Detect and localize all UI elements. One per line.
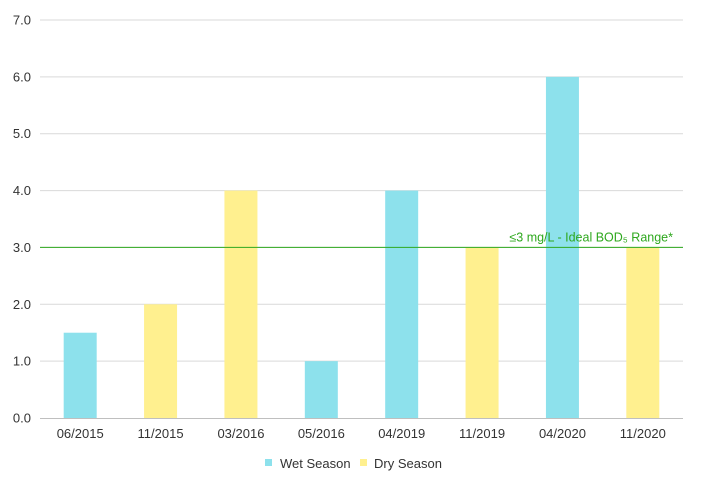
bar-11-2015	[144, 304, 178, 418]
bars	[63, 76, 660, 418]
x-tick-label: 11/2019	[459, 426, 505, 441]
legend-dry-season-label: Dry Season	[374, 456, 442, 471]
legend-wet-season-swatch	[265, 459, 272, 466]
x-tick-label: 03/2016	[217, 426, 264, 441]
legend[interactable]: Wet Season Dry Season	[265, 456, 442, 471]
y-tick-label: 3.0	[13, 240, 31, 255]
y-axis-tick-labels: 0.0 1.0 2.0 3.0 4.0 5.0 6.0 7.0	[13, 13, 31, 426]
y-tick-label: 2.0	[13, 297, 31, 312]
x-tick-label: 11/2015	[138, 426, 184, 441]
x-axis-tick-labels: 06/2015 11/2015 03/2016 05/2016 04/2019 11/20…	[57, 426, 666, 441]
y-tick-label: 6.0	[13, 69, 31, 84]
x-tick-label: 06/2015	[57, 426, 104, 441]
bar-04-2019	[385, 190, 419, 418]
y-tick-label: 7.0	[13, 13, 31, 28]
x-tick-label: 04/2019	[378, 426, 425, 441]
bar-06-2015	[63, 332, 97, 418]
y-tick-label: 0.0	[13, 411, 31, 426]
bar-11-2020	[626, 247, 660, 418]
x-tick-label: 04/2020	[539, 426, 586, 441]
bar-11-2019	[465, 247, 499, 418]
x-tick-label: 11/2020	[620, 426, 666, 441]
legend-wet-season-label: Wet Season	[280, 456, 351, 471]
bar-03-2016	[224, 190, 258, 418]
reference-line-label: ≤3 mg/L - Ideal BOD₅ Range*	[509, 230, 673, 244]
y-tick-label: 5.0	[13, 126, 31, 141]
bar-05-2016	[304, 361, 338, 418]
gridlines	[40, 19, 683, 362]
y-tick-label: 1.0	[13, 354, 31, 369]
x-tick-label: 05/2016	[298, 426, 345, 441]
legend-dry-season-swatch	[360, 459, 367, 466]
y-tick-label: 4.0	[13, 183, 31, 198]
reference-line-group: ≤3 mg/L - Ideal BOD₅ Range*	[40, 230, 683, 248]
